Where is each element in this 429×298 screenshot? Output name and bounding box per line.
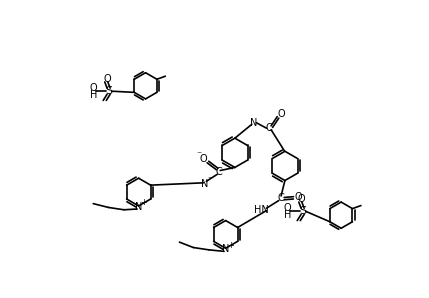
Text: O: O: [89, 83, 97, 93]
Text: N: N: [201, 179, 208, 189]
Text: N: N: [222, 244, 230, 254]
Text: N: N: [250, 118, 257, 128]
Text: O: O: [297, 194, 305, 204]
Text: HN: HN: [254, 205, 269, 215]
Text: S: S: [105, 86, 112, 96]
Text: +: +: [141, 198, 148, 207]
Text: ⁻: ⁻: [207, 175, 212, 185]
Text: H: H: [90, 90, 97, 100]
Text: O: O: [277, 109, 285, 119]
Text: H: H: [284, 210, 291, 220]
Text: C: C: [266, 123, 272, 133]
Text: C: C: [278, 193, 284, 203]
Text: ⁻: ⁻: [196, 150, 201, 160]
Text: O: O: [294, 193, 302, 202]
Text: O: O: [199, 154, 207, 164]
Text: O: O: [284, 203, 291, 213]
Text: +: +: [228, 241, 235, 250]
Text: C: C: [215, 167, 222, 177]
Text: N: N: [135, 202, 142, 212]
Text: O: O: [103, 74, 111, 84]
Text: S: S: [299, 206, 306, 216]
